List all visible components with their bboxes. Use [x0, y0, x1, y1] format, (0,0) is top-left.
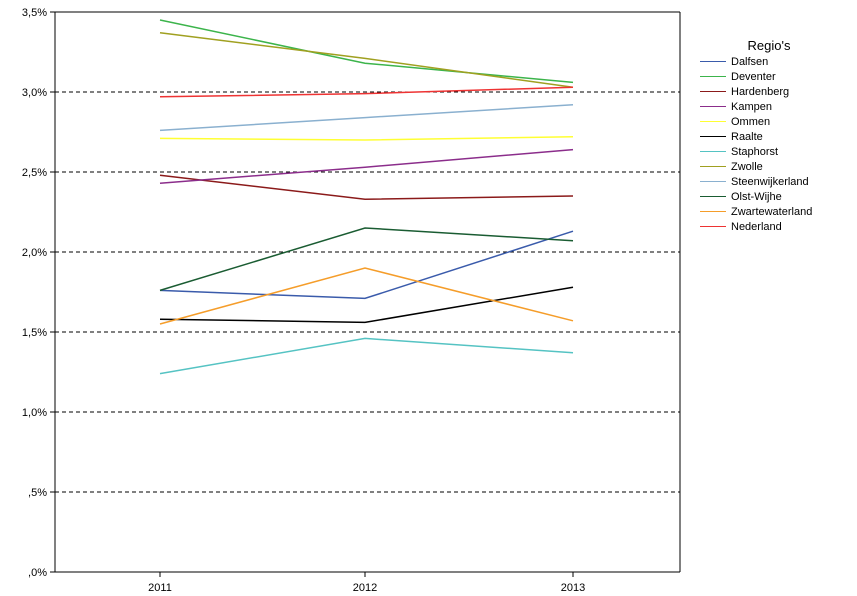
series-lines: [159, 19, 574, 375]
legend-item: Zwolle: [700, 159, 850, 174]
legend-title: Regio's: [747, 38, 791, 53]
legend-swatch: [700, 196, 726, 197]
x-tick-label: 2012: [353, 582, 377, 594]
x-tick-labels: 2011 2012 2013: [148, 582, 585, 594]
legend-item: Deventer: [700, 69, 850, 84]
y-tick-label: 3,0%: [22, 87, 47, 99]
legend-item: Steenwijkerland: [700, 174, 850, 189]
legend-item: Kampen: [700, 99, 850, 114]
y-tick-label: ,0%: [28, 567, 47, 579]
legend-swatch: [700, 121, 726, 122]
legend-label: Kampen: [731, 100, 772, 113]
gridlines: [55, 91, 680, 493]
y-tick-label: ,5%: [28, 487, 47, 499]
series-line-kampen: [159, 148, 574, 184]
series-line-zwartewaterland: [159, 267, 574, 325]
legend-item: Olst-Wijhe: [700, 189, 850, 204]
series-line-dalfsen: [159, 230, 574, 300]
x-tick-label: 2011: [148, 582, 172, 594]
legend-item: Zwartewaterland: [700, 204, 850, 219]
series-line-zwolle: [159, 32, 574, 88]
series-line-deventer: [159, 19, 574, 84]
legend-swatch: [700, 61, 726, 62]
y-tick-labels: ,0% ,5% 1,0% 1,5% 2,0% 2,5% 3,0% 3,5%: [22, 7, 47, 579]
legend: Regio's Dalfsen Deventer Hardenberg Kampen O…: [700, 38, 850, 234]
legend-label: Staphorst: [731, 145, 779, 158]
legend-swatch: [700, 91, 726, 92]
y-tick-label: 1,5%: [22, 327, 47, 339]
series-line-steenwijkerland: [159, 104, 574, 132]
series-line-olst-wijhe: [159, 227, 574, 292]
axes: [50, 11, 681, 577]
legend-label: Deventer: [731, 70, 776, 83]
legend-item: Nederland: [700, 219, 850, 234]
series-line-staphorst: [159, 337, 574, 375]
legend-swatch: [700, 151, 726, 152]
legend-item: Staphorst: [700, 144, 850, 159]
legend-item: Hardenberg: [700, 84, 850, 99]
legend-swatch: [700, 106, 726, 107]
legend-swatch: [700, 76, 726, 77]
legend-label: Dalfsen: [731, 55, 769, 68]
legend-label: Raalte: [731, 130, 763, 143]
legend-item: Ommen: [700, 114, 850, 129]
legend-item: Dalfsen: [700, 54, 850, 69]
legend-swatch: [700, 211, 726, 212]
y-tick-label: 1,0%: [22, 407, 47, 419]
legend-swatch: [700, 181, 726, 182]
legend-label: Olst-Wijhe: [731, 190, 782, 203]
legend-swatch: [700, 136, 726, 137]
legend-items: Dalfsen Deventer Hardenberg Kampen Ommen Raal…: [700, 54, 850, 234]
y-tick-label: 3,5%: [22, 7, 47, 19]
series-line-ommen: [159, 136, 574, 141]
legend-swatch: [700, 226, 726, 227]
y-tick-label: 2,0%: [22, 247, 47, 259]
legend-swatch: [700, 166, 726, 167]
series-line-raalte: [159, 286, 574, 324]
legend-label: Zwolle: [731, 160, 763, 173]
y-tick-label: 2,5%: [22, 167, 47, 179]
legend-label: Zwartewaterland: [731, 205, 813, 218]
x-tick-label: 2013: [561, 582, 585, 594]
legend-label: Hardenberg: [731, 85, 790, 98]
legend-label: Nederland: [731, 220, 782, 233]
series-line-hardenberg: [159, 174, 574, 200]
legend-label: Ommen: [731, 115, 771, 128]
series-line-nederland: [159, 86, 574, 98]
legend-label: Steenwijkerland: [731, 175, 809, 188]
legend-item: Raalte: [700, 129, 850, 144]
